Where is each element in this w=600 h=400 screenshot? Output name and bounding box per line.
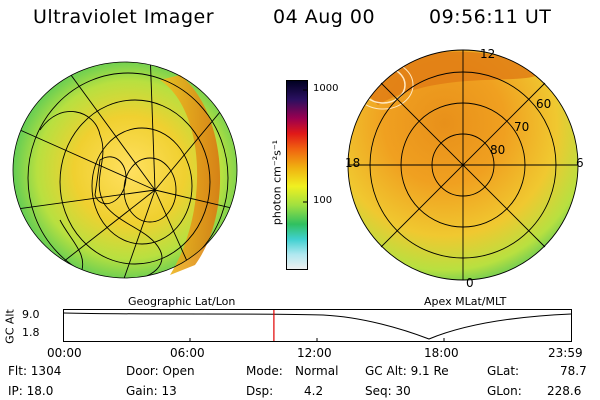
timeline-xtick-0000: 00:00 [47, 346, 82, 360]
seq-info: Seq: 30 [365, 384, 411, 398]
lat-label-60: 60 [536, 97, 552, 111]
timeline-ylabel: GC Alt [3, 309, 17, 344]
glon-label: GLon: [487, 384, 522, 398]
timeline-ytick-bottom: 1.8 [22, 326, 40, 339]
colorbar-tick-1000: 1000 [313, 83, 339, 94]
glat-value: 78.7 [560, 364, 587, 378]
aurora-oval-band [160, 75, 221, 275]
geographic-caption: Geographic Lat/Lon [128, 295, 236, 308]
mlt-label-0: 0 [466, 276, 474, 290]
dsp-label: Dsp: [246, 384, 274, 398]
glat-label: GLat: [487, 364, 520, 378]
altitude-timeline [63, 309, 572, 342]
magnetic-map-image [347, 49, 579, 281]
apex-caption: Apex MLat/MLT [424, 295, 507, 308]
lat-label-80: 80 [490, 143, 506, 157]
mlt-label-6: 6 [576, 156, 584, 170]
date-label: 04 Aug 00 [273, 6, 376, 28]
colorbar-tick-100: 100 [313, 195, 333, 206]
mode-value: Normal [295, 364, 339, 378]
intensity-colorbar [286, 80, 308, 270]
mode-label: Mode: [246, 364, 283, 378]
glon-value: 228.6 [547, 384, 582, 398]
door-info: Door: Open [126, 364, 195, 378]
timeline-xtick-2359: 23:59 [548, 346, 583, 360]
colorbar-label: photon cm⁻²s⁻¹ [270, 139, 284, 226]
app-title: Ultraviolet Imager [33, 6, 215, 28]
timeline-ytick-top: 9.0 [22, 308, 40, 321]
lat-label-70: 70 [514, 120, 530, 134]
time-label: 09:56:11 UT [429, 6, 552, 28]
timeline-xtick-0600: 06:00 [170, 346, 205, 360]
ip-info: IP: 18.0 [8, 384, 54, 398]
timeline-xtick-1200: 12:00 [297, 346, 332, 360]
mlt-label-12: 12 [480, 47, 496, 61]
timeline-xtick-1800: 18:00 [424, 346, 459, 360]
dsp-value: 4.2 [304, 384, 324, 398]
gc-alt-info: GC Alt: 9.1 Re [365, 364, 449, 378]
mlt-label-18: 18 [345, 156, 361, 170]
gain-info: Gain: 13 [126, 384, 177, 398]
flight-info: Flt: 1304 [8, 364, 62, 378]
geographic-map-image [12, 61, 238, 279]
